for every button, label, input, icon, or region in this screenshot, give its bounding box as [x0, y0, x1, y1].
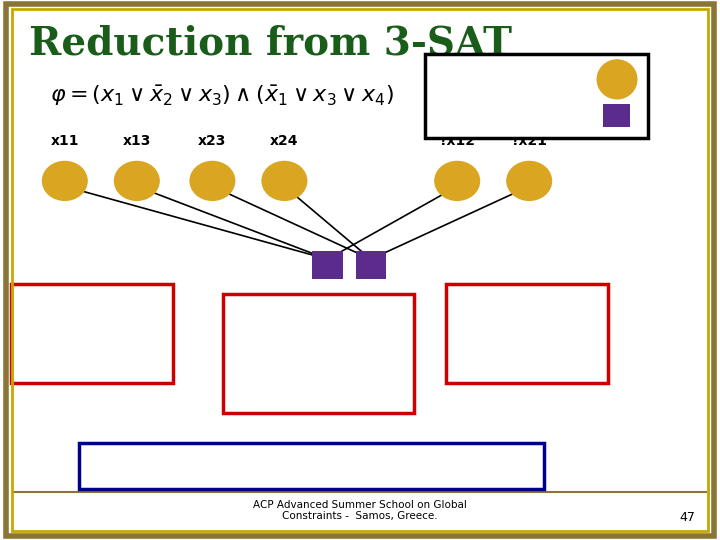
FancyBboxPatch shape	[11, 284, 173, 383]
Text: negated: negated	[495, 331, 559, 345]
FancyBboxPatch shape	[223, 294, 414, 413]
Text: x13: x13	[122, 134, 151, 149]
Text: ACP Advanced Summer School on Global
Constraints -  Samos, Greece.: ACP Advanced Summer School on Global Con…	[253, 500, 467, 521]
Text: Cardinality = 1: Cardinality = 1	[261, 372, 377, 386]
Text: occurrence: occurrence	[48, 357, 135, 370]
Text: !x12: !x12	[440, 134, 474, 149]
FancyBboxPatch shape	[312, 251, 343, 279]
FancyBboxPatch shape	[603, 104, 630, 127]
FancyBboxPatch shape	[356, 251, 386, 279]
Ellipse shape	[262, 161, 307, 200]
Text: x23: x23	[198, 134, 227, 149]
Text: x11: x11	[50, 134, 79, 149]
FancyBboxPatch shape	[425, 54, 648, 138]
Ellipse shape	[190, 161, 235, 200]
Ellipse shape	[507, 161, 552, 200]
Text: 47: 47	[679, 511, 695, 524]
Text: Value for each: Value for each	[471, 306, 584, 320]
Text: non-negated: non-negated	[42, 331, 142, 345]
Text: Variable for each clause: Variable for each clause	[224, 326, 413, 340]
Text: Clause variables “take” one literal from each clause: Clause variables “take” one literal from…	[107, 459, 516, 472]
FancyBboxPatch shape	[79, 443, 544, 489]
Ellipse shape	[435, 161, 480, 200]
Text: !x21: !x21	[512, 134, 546, 149]
Text: Set variable: Set variable	[446, 96, 550, 111]
Ellipse shape	[42, 161, 87, 200]
FancyBboxPatch shape	[446, 284, 608, 383]
Ellipse shape	[598, 60, 636, 99]
Text: Value: Value	[446, 66, 494, 82]
Text: Reduction from 3-SAT: Reduction from 3-SAT	[29, 24, 512, 62]
Text: x24: x24	[270, 134, 299, 149]
Text: occurrence: occurrence	[484, 357, 571, 370]
Ellipse shape	[114, 161, 159, 200]
Text: Value for each: Value for each	[35, 306, 148, 320]
Text: $\varphi = (x_1 \vee \bar{x}_2 \vee x_3) \wedge (\bar{x}_1 \vee x_3 \vee x_4)$: $\varphi = (x_1 \vee \bar{x}_2 \vee x_3)…	[50, 84, 395, 108]
